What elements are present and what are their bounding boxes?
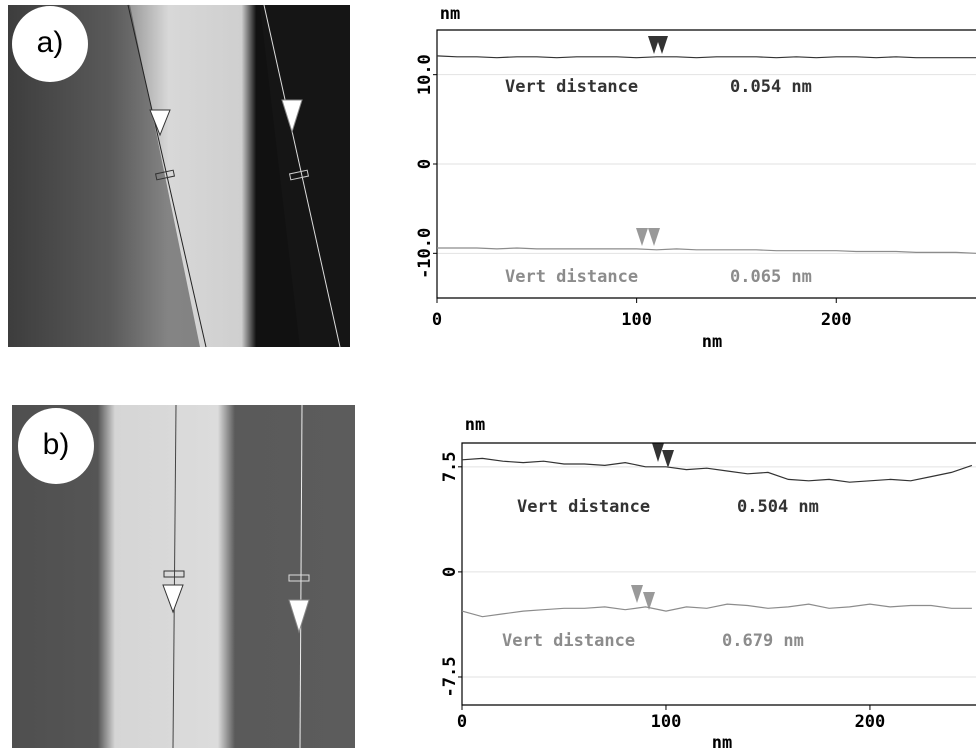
profile-line [436,55,976,59]
x-axis-label: nm [702,332,722,352]
x-tick-label: 0 [457,712,467,732]
y-tick-label: 0 [440,567,460,577]
y-tick-label: -7.5 [440,657,460,698]
panel-label: a) [37,26,64,59]
panel-label: b) [43,428,70,461]
annotation-label: Vert distance [505,267,638,287]
annotation-value: 0.679 nm [722,631,804,651]
annotation-value: 0.054 nm [730,77,812,97]
afm-image-a [8,4,350,348]
plot-frame [461,442,976,706]
annotation-label: Vert distance [505,77,638,97]
profile-line [461,603,972,618]
y-axis-label: nm [465,415,485,435]
annotation-value: 0.065 nm [730,267,812,287]
x-tick-label: 200 [821,310,852,330]
cursor-markers [631,36,674,610]
annotation-value: 0.504 nm [737,497,819,517]
y-tick-label: 10.0 [415,54,435,95]
y-tick-label: 0 [415,159,435,169]
x-tick-label: 100 [651,712,682,732]
profile-line [461,457,973,483]
y-axis-label: nm [440,4,460,24]
y-tick-label: -10.0 [415,228,435,279]
afm-image-b [12,404,355,749]
annotation-label: Vert distance [517,497,650,517]
annotation-label: Vert distance [502,631,635,651]
x-tick-label: 100 [621,310,652,330]
profile-line [437,247,976,254]
plot-frame [436,29,976,299]
x-tick-label: 200 [855,712,886,732]
x-tick-label: 0 [432,310,442,330]
y-tick-label: 7.5 [440,451,460,482]
x-axis-label: nm [712,733,732,751]
